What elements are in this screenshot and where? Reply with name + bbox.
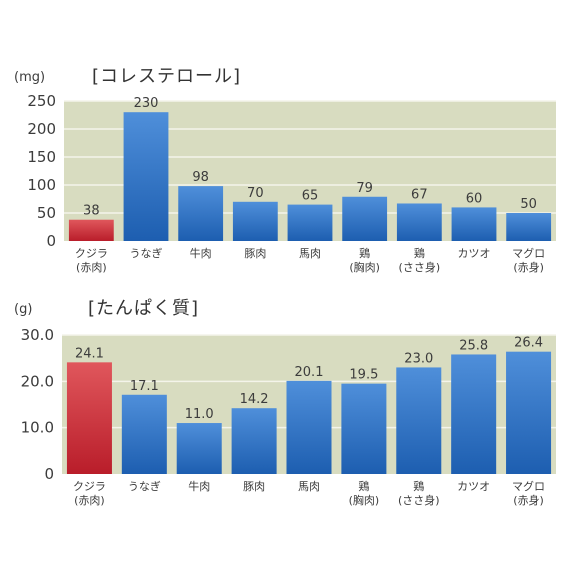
chart-1-bar [506,351,552,474]
chart-0-value-label: 70 [247,186,264,201]
chart-0-category-label: マグロ [512,246,545,260]
chart-1-value-label: 14.2 [240,392,269,407]
chart-1-bar [231,408,277,474]
chart-0-bar [287,204,333,241]
chart-0-category-label: (赤肉) [76,261,107,274]
chart-0-category-label: 馬肉 [299,247,321,260]
protein-unit-label: (g) [14,302,33,317]
chart-1-value-label: 11.0 [185,407,214,422]
chart-1-y-tick-label: 20.0 [21,372,54,390]
chart-1-bar [121,394,167,474]
chart-1-category-label: マグロ [512,479,545,493]
chart-0-y-tick-label: 150 [27,148,56,166]
cholesterol-unit-label: (mg) [14,70,46,85]
chart-1-category-label: 鶏 [358,479,369,493]
chart-0-category-label: うなぎ [130,246,163,260]
chart-0-y-tick-label: 100 [27,176,56,194]
chart-0-category-label: クジラ [75,247,108,260]
protein-chart-title: [たんぱく質] [88,298,200,319]
chart-0-bar [451,207,497,241]
chart-0-bar [123,112,169,241]
chart-1-value-label: 23.0 [404,351,433,366]
chart-0-value-label: 60 [466,191,483,206]
chart-0-value-label: 65 [302,189,319,204]
chart-1-category-label: (胸肉) [349,493,380,507]
chart-0-category-label: 鶏 [414,246,425,260]
chart-1-category-label: うなぎ [128,479,161,493]
chart-0-bar [396,203,442,241]
chart-1-value-label: 19.5 [349,368,378,383]
chart-1-value-label: 26.4 [514,336,543,351]
chart-1-value-label: 17.1 [130,379,159,394]
cholesterol-chart-title: [コレステロール] [92,66,242,87]
chart-0-category-label: (赤身) [513,260,544,274]
chart-1-category-label: 牛肉 [188,479,210,493]
chart-1-bar [341,383,387,474]
chart-1-value-label: 25.8 [459,338,488,353]
chart-1-bar [176,423,222,474]
chart-0-category-label: カツオ [458,247,491,260]
chart-0-value-label: 98 [192,170,209,185]
chart-0-category-label: (ささ身) [399,260,441,274]
chart-0-category-label: 鶏 [359,246,370,260]
chart-0-bar [232,201,278,241]
chart-1-bar [286,380,332,474]
chart-0-category-label: 牛肉 [190,246,212,260]
chart-1-category-label: カツオ [457,480,490,493]
chart-1-category-label: 豚肉 [243,480,265,493]
chart-1-value-label: 24.1 [75,346,104,361]
chart-0-bar [506,213,552,241]
chart-0-category-label: 豚肉 [244,247,266,260]
chart-1-y-tick-label: 30.0 [21,326,54,344]
chart-1-category-label: 鶏 [413,479,424,493]
chart-0-value-label: 79 [356,181,373,196]
chart-1-category-label: 馬肉 [298,480,320,493]
chart-0-category-label: (胸肉) [349,260,380,274]
cholesterol-bar-chart: 0 50 100 150 200 250 38 クジラ(赤肉) 230 うなぎ 98 牛肉 70 豚肉 65… [27,92,556,274]
chart-1-category-label: (赤身) [513,493,544,507]
chart-0-value-label: 67 [411,187,428,202]
chart-1-category-label: (ささ身) [398,493,440,507]
chart-1-y-tick-label: 0 [44,465,54,483]
chart-1-y-tick-label: 10.0 [21,419,54,437]
chart-1-category-label: (赤肉) [74,494,105,507]
chart-0-value-label: 230 [134,96,159,111]
chart-1-category-label: クジラ [73,480,106,493]
chart-0-y-tick-label: 50 [37,204,56,222]
chart-0-bar [178,186,224,241]
chart-0-value-label: 50 [520,197,537,212]
chart-1-bar [66,362,112,474]
chart-1-bar [451,354,497,474]
chart-0-bar [68,219,114,241]
chart-0-bar [342,196,388,241]
chart-0-value-label: 38 [83,204,100,219]
chart-0-y-tick-label: 200 [27,120,56,138]
chart-1-bar [396,367,442,474]
chart-0-y-tick-label: 0 [46,232,56,250]
chart-0-y-tick-label: 250 [27,92,56,110]
chart-1-value-label: 20.1 [295,365,324,380]
